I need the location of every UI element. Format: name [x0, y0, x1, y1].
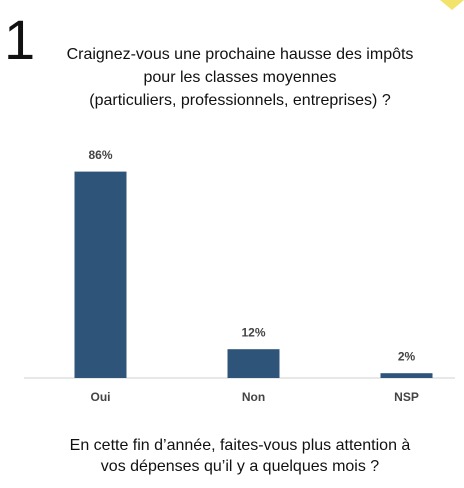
value-label: 2%: [398, 349, 416, 363]
footnote: En cette fin d’année, faites-vous plus a…: [70, 437, 411, 454]
x-tick-label: Oui: [91, 390, 111, 404]
chart-title: pour les classes moyennes: [144, 69, 337, 86]
chart-title: (particuliers, professionnels, entrepris…: [89, 92, 391, 109]
corner-decoration: [440, 0, 464, 10]
footnote: vos dépenses qu’il y a quelques mois ?: [101, 458, 379, 475]
x-tick-label: Non: [242, 390, 265, 404]
bar: [74, 171, 127, 378]
x-tick-label: NSP: [394, 390, 419, 404]
value-label: 12%: [241, 325, 265, 339]
question-number: 1: [4, 8, 35, 71]
value-label: 86%: [88, 148, 112, 162]
chart-title: Craignez-vous une prochaine hausse des i…: [67, 46, 414, 63]
bar: [380, 373, 433, 378]
bar: [227, 349, 280, 378]
